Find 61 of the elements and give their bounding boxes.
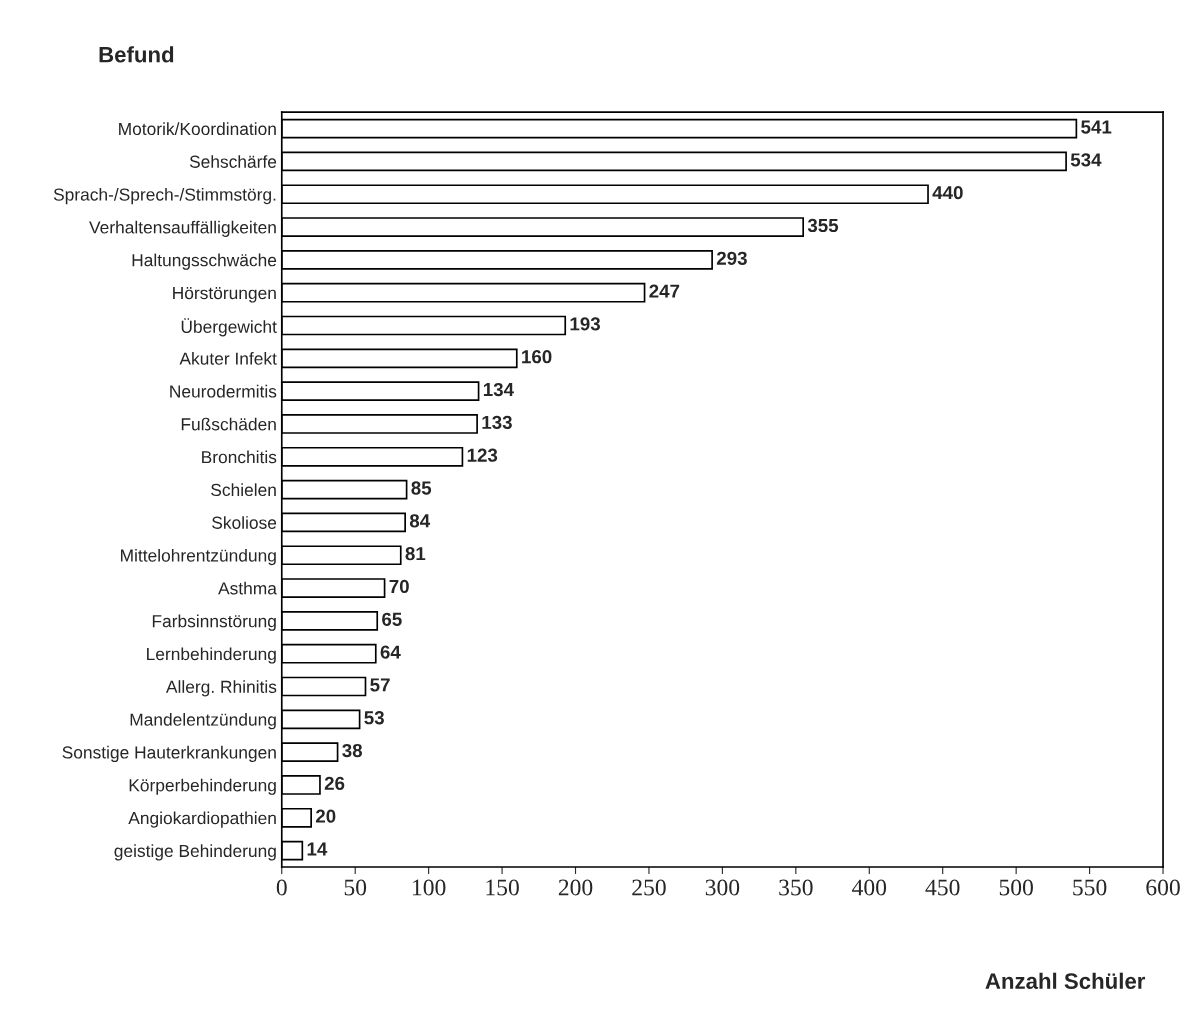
data-label: 193 <box>570 317 601 331</box>
data-label: 123 <box>467 448 498 462</box>
y-tick-label: Neurodermitis <box>170 384 277 398</box>
data-label: 38 <box>342 743 363 758</box>
y-tick-label: Übergewicht <box>181 318 277 337</box>
x-tick-label: 450 <box>925 879 960 896</box>
data-label: 70 <box>389 579 409 594</box>
y-tick-label: Mandelentzündung <box>130 713 276 730</box>
y-tick-label: Lernbehinderung <box>147 647 276 664</box>
x-tick-label: 350 <box>779 879 813 896</box>
x-tick-label: 300 <box>705 879 740 896</box>
y-tick-label: Körperbehinderung <box>129 778 276 795</box>
data-label: 65 <box>382 612 402 626</box>
y-tick-label: Mittelohrentzündung <box>121 548 276 566</box>
data-label: 85 <box>411 481 432 495</box>
data-label: 134 <box>483 382 514 397</box>
data-label: 293 <box>716 251 747 265</box>
x-tick-label: 50 <box>344 879 367 896</box>
data-label: 355 <box>807 218 839 233</box>
data-label: 541 <box>1081 120 1112 134</box>
x-tick-label: 250 <box>632 879 666 896</box>
data-label: 53 <box>364 711 384 725</box>
x-tick-label: 400 <box>852 879 887 896</box>
data-label: 57 <box>370 678 390 692</box>
x-tick-label: 200 <box>558 879 593 896</box>
data-label: 84 <box>409 514 431 528</box>
data-label: 440 <box>932 186 963 200</box>
data-label: 26 <box>324 776 345 790</box>
x-tick-label: 550 <box>1073 879 1107 896</box>
y-tick-label: Motorik/Koordination <box>119 122 276 136</box>
x-tick-label: 500 <box>999 879 1033 896</box>
y-tick-label: Asthma <box>218 581 277 595</box>
data-label: 14 <box>307 842 328 856</box>
y-tick-label: Hörstörungen <box>173 287 276 303</box>
y-tick-label: Sonstige Hauterkrankungen <box>62 745 276 763</box>
y-tick-label: Allerg. Rhinitis <box>165 680 277 697</box>
data-label: 20 <box>315 809 336 823</box>
x-axis-title: Anzahl Schüler <box>985 972 1146 989</box>
y-axis-title: Befund <box>99 46 174 63</box>
data-label: 64 <box>380 645 401 659</box>
y-tick-label: Fußschäden <box>181 417 276 431</box>
y-tick-label: Haltungsschwäche <box>132 253 277 270</box>
x-tick-label: 0 <box>276 879 287 896</box>
y-tick-label: Sprach-/Sprech-/Stimmstörg. <box>53 187 276 205</box>
y-tick-label: Bronchitis <box>202 450 277 464</box>
data-label: 534 <box>1070 153 1102 167</box>
y-tick-label: Angiokardiopathien <box>128 811 276 828</box>
x-tick-label: 600 <box>1146 879 1180 896</box>
x-tick-label: 100 <box>413 879 446 896</box>
y-tick-label: Farbsinnstörung <box>152 614 276 631</box>
data-label: 81 <box>405 546 426 561</box>
data-label: 247 <box>649 284 680 298</box>
y-tick-label: Verhaltensauffälligkeiten <box>89 220 276 237</box>
y-tick-label: Skoliose <box>212 516 277 529</box>
data-label: 133 <box>482 415 512 430</box>
y-tick-label: Sehschärfe <box>189 155 277 168</box>
data-label: 160 <box>522 350 552 364</box>
y-tick-label: Schielen <box>211 483 276 497</box>
y-tick-label: Akuter Infekt <box>179 352 277 365</box>
x-tick-label: 150 <box>486 879 519 896</box>
y-tick-label: geistige Behinderung <box>114 844 276 861</box>
